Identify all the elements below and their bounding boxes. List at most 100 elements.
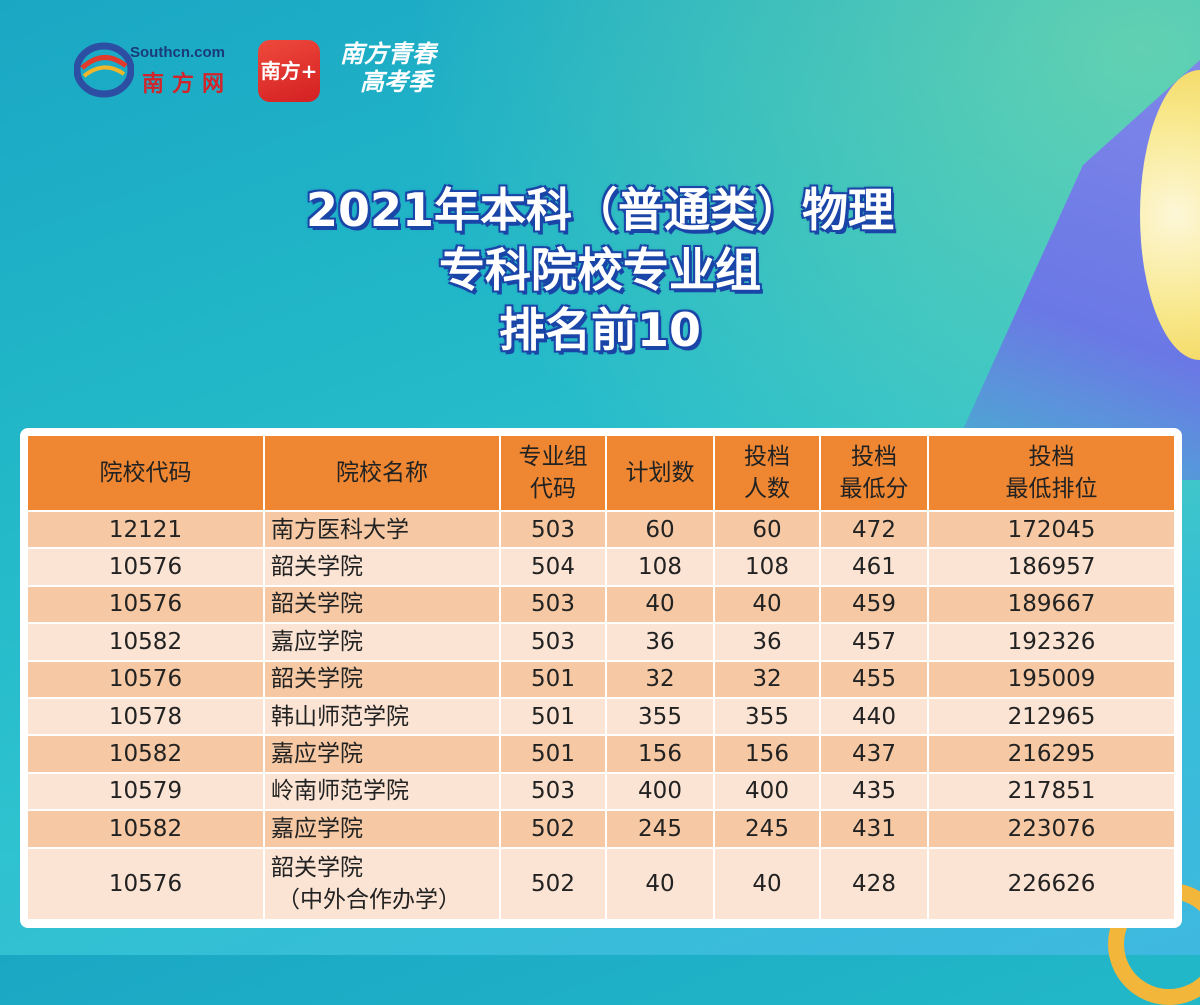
cell-admitted: 156 bbox=[713, 734, 820, 773]
cell-group: 504 bbox=[499, 547, 606, 586]
cell-min-score: 431 bbox=[819, 809, 928, 848]
cell-name-main: 韶关学院 bbox=[271, 854, 363, 881]
title-line-1: 2021年本科（普通类）物理 bbox=[305, 183, 895, 237]
cell-min-score: 457 bbox=[819, 622, 928, 661]
table-row: 10576 韶关学院 504 108 108 461 186957 bbox=[28, 547, 1174, 586]
cell-group: 503 bbox=[499, 584, 606, 624]
southcn-swirl-icon bbox=[74, 42, 134, 98]
header-group-code-l2: 代码 bbox=[530, 476, 576, 502]
cell-name: 嘉应学院 bbox=[263, 734, 500, 773]
cell-min-score: 428 bbox=[819, 846, 928, 919]
cell-name: 韶关学院 bbox=[263, 547, 500, 586]
youth-logo-line1: 南方青春 bbox=[340, 40, 436, 68]
cell-min-rank: 189667 bbox=[927, 584, 1174, 624]
title-line-3: 排名前10 bbox=[498, 303, 701, 357]
cell-code: 10576 bbox=[28, 547, 264, 586]
youth-logo-line2: 高考季 bbox=[360, 68, 432, 96]
cell-admitted: 400 bbox=[713, 771, 820, 811]
cell-name: 嘉应学院 bbox=[263, 809, 500, 848]
table-row: 10582 嘉应学院 501 156 156 437 216295 bbox=[28, 734, 1174, 773]
cell-min-score: 455 bbox=[819, 659, 928, 698]
table-row: 10578 韩山师范学院 501 355 355 440 212965 bbox=[28, 696, 1174, 736]
cell-group: 502 bbox=[499, 809, 606, 848]
cell-code: 10576 bbox=[28, 659, 264, 698]
cell-name: 岭南师范学院 bbox=[263, 771, 500, 811]
header-admitted: 投档 人数 bbox=[713, 436, 820, 511]
cell-plan: 400 bbox=[605, 771, 714, 811]
cell-code: 10576 bbox=[28, 846, 264, 919]
cell-name: 南方医科大学 bbox=[263, 509, 500, 549]
cell-admitted: 36 bbox=[713, 622, 820, 661]
youth-gaokao-logo: 南方青春 高考季 bbox=[340, 40, 436, 96]
cell-name-note: （中外合作办学） bbox=[277, 886, 461, 913]
nanfang-plus-logo: 南方+ bbox=[258, 40, 320, 102]
cell-group: 501 bbox=[499, 696, 606, 736]
cell-code: 10576 bbox=[28, 584, 264, 624]
cell-plan: 156 bbox=[605, 734, 714, 773]
table-row: 10576 韶关学院 503 40 40 459 189667 bbox=[28, 584, 1174, 624]
cell-plan: 40 bbox=[605, 584, 714, 624]
cell-plan: 355 bbox=[605, 696, 714, 736]
cell-min-score: 461 bbox=[819, 547, 928, 586]
cell-admitted: 32 bbox=[713, 659, 820, 698]
cell-code: 10578 bbox=[28, 696, 264, 736]
southcn-url: Southcn.com bbox=[130, 44, 226, 61]
cell-code: 10582 bbox=[28, 734, 264, 773]
header-min-rank: 投档 最低排位 bbox=[927, 436, 1174, 511]
cell-min-rank: 192326 bbox=[927, 622, 1174, 661]
cell-group: 503 bbox=[499, 509, 606, 549]
cell-code: 12121 bbox=[28, 509, 264, 549]
header-min-score: 投档 最低分 bbox=[819, 436, 928, 511]
header-school-name: 院校名称 bbox=[263, 436, 500, 511]
cell-code: 10579 bbox=[28, 771, 264, 811]
cell-admitted: 60 bbox=[713, 509, 820, 549]
cell-min-score: 435 bbox=[819, 771, 928, 811]
cell-admitted: 40 bbox=[713, 846, 820, 919]
cell-code: 10582 bbox=[28, 809, 264, 848]
cell-min-rank: 212965 bbox=[927, 696, 1174, 736]
header-plan: 计划数 bbox=[605, 436, 714, 511]
cell-admitted: 108 bbox=[713, 547, 820, 586]
cell-plan: 60 bbox=[605, 509, 714, 549]
cell-min-score: 459 bbox=[819, 584, 928, 624]
cell-min-rank: 223076 bbox=[927, 809, 1174, 848]
southcn-logo: Southcn.com 南方网 bbox=[74, 38, 244, 102]
cell-code: 10582 bbox=[28, 622, 264, 661]
cell-name: 韶关学院 （中外合作办学） bbox=[263, 846, 500, 919]
header-group-code-l1: 专业组 bbox=[518, 444, 588, 470]
cell-min-rank: 195009 bbox=[927, 659, 1174, 698]
cell-admitted: 245 bbox=[713, 809, 820, 848]
header-min-rank-l1: 投档 bbox=[1028, 444, 1075, 470]
ranking-table: 院校代码 院校名称 专业组 代码 计划数 投档 人数 投档 最低分 投档 最低排… bbox=[28, 436, 1174, 919]
table-row: 12121 南方医科大学 503 60 60 472 172045 bbox=[28, 509, 1174, 549]
cell-min-rank: 186957 bbox=[927, 547, 1174, 586]
header-school-code: 院校代码 bbox=[28, 436, 264, 511]
header-group-code: 专业组 代码 bbox=[499, 436, 606, 511]
table-header-row: 院校代码 院校名称 专业组 代码 计划数 投档 人数 投档 最低分 投档 最低排… bbox=[28, 436, 1174, 511]
cell-name: 韶关学院 bbox=[263, 584, 500, 624]
table-row: 10582 嘉应学院 502 245 245 431 223076 bbox=[28, 809, 1174, 848]
southcn-name: 南方网 bbox=[142, 72, 233, 97]
page-title: 2021年本科（普通类）物理 专科院校专业组 排名前10 bbox=[0, 180, 1200, 360]
cell-plan: 32 bbox=[605, 659, 714, 698]
cell-plan: 40 bbox=[605, 846, 714, 919]
header-min-score-l2: 最低分 bbox=[839, 476, 909, 502]
cell-group: 501 bbox=[499, 659, 606, 698]
cell-group: 501 bbox=[499, 734, 606, 773]
table-row: 10582 嘉应学院 503 36 36 457 192326 bbox=[28, 622, 1174, 661]
header-admitted-l1: 投档 bbox=[744, 444, 790, 470]
cell-admitted: 355 bbox=[713, 696, 820, 736]
cell-min-score: 440 bbox=[819, 696, 928, 736]
table-row: 10576 韶关学院 501 32 32 455 195009 bbox=[28, 659, 1174, 698]
cell-min-rank: 226626 bbox=[927, 846, 1174, 919]
cell-admitted: 40 bbox=[713, 584, 820, 624]
header-admitted-l2: 人数 bbox=[744, 476, 790, 502]
cell-plan: 108 bbox=[605, 547, 714, 586]
cell-min-rank: 216295 bbox=[927, 734, 1174, 773]
cell-plan: 245 bbox=[605, 809, 714, 848]
cell-name: 韩山师范学院 bbox=[263, 696, 500, 736]
title-line-2: 专科院校专业组 bbox=[439, 243, 761, 297]
header-min-score-l1: 投档 bbox=[851, 444, 897, 470]
cell-group: 503 bbox=[499, 771, 606, 811]
cell-name: 韶关学院 bbox=[263, 659, 500, 698]
